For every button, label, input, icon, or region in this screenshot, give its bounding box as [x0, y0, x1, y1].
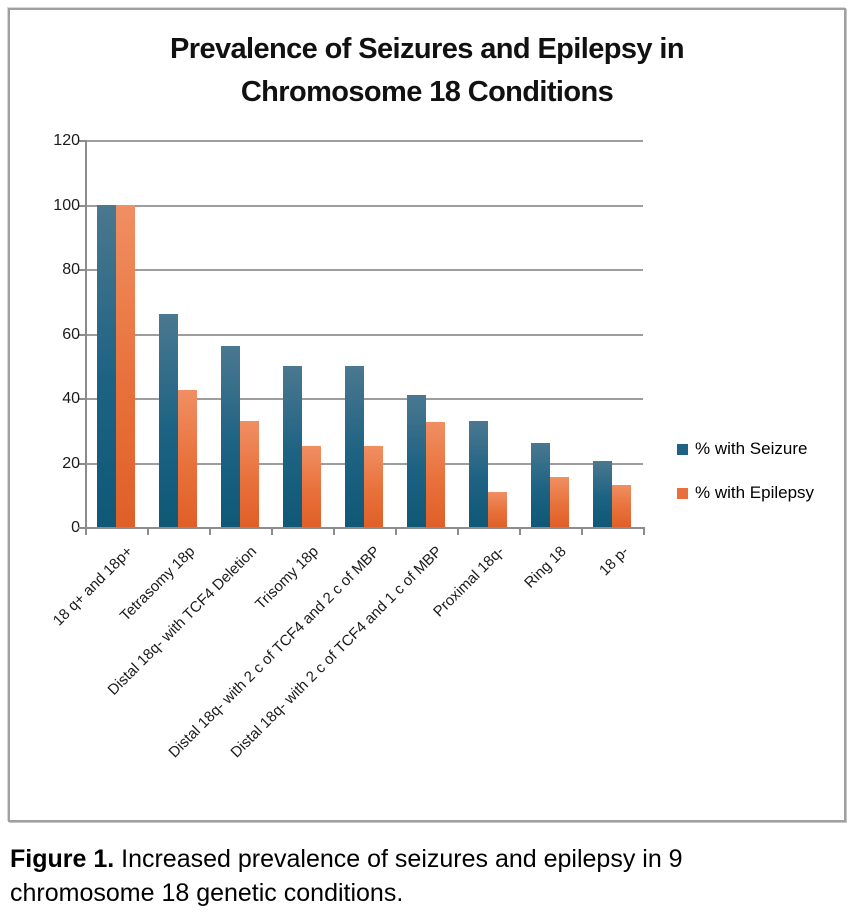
y-axis-label-40: 40: [62, 390, 80, 407]
y-axis-label-120: 120: [53, 132, 80, 149]
bar-seizure-6: [469, 420, 488, 527]
gridline-40: [85, 398, 643, 400]
gridline-120: [85, 140, 643, 142]
bar-epilepsy-6: [488, 491, 507, 527]
gridline-100: [85, 204, 643, 207]
chart-title-line1: Prevalence of Seizures and Epilepsy in: [170, 33, 685, 65]
x-axis-line: [78, 527, 645, 529]
seizure-swatch-icon: [677, 443, 688, 455]
epilepsy-swatch-icon: [677, 487, 688, 499]
gridline-80: [85, 269, 643, 271]
legend-label-seizure: % with Seizure: [695, 439, 808, 458]
y-axis-label-20: 20: [62, 454, 80, 472]
x-axis-label-8: 18 p-: [595, 543, 633, 580]
x-tick-1: [147, 527, 149, 535]
x-tick-4: [333, 527, 335, 535]
x-tick-5: [395, 527, 397, 535]
y-axis-label-80: 80: [62, 261, 80, 278]
x-axis-label-4: Distal 18q- with 2 c of TCF4 and 2 c of …: [165, 543, 385, 762]
bar-epilepsy-3: [302, 446, 321, 527]
bar-seizure-5: [407, 394, 426, 527]
gridline-60: [85, 333, 643, 336]
bar-epilepsy-0: [116, 204, 135, 527]
bar-seizure-0: [97, 204, 116, 527]
y-tick-60: [78, 333, 85, 336]
bar-seizure-7: [531, 443, 550, 527]
chart-title-line2: Chromosome 18 Conditions: [240, 76, 614, 108]
x-tick-6: [457, 527, 459, 535]
figure-caption-text: Increased prevalence of seizures and epi…: [10, 845, 683, 907]
figure-frame: Prevalence of Seizures and Epilepsy in C…: [8, 8, 846, 822]
legend-item-seizure: % with Seizure: [677, 440, 814, 458]
figure-caption-number: Figure 1.: [10, 845, 115, 873]
bar-seizure-1: [159, 314, 178, 527]
bar-seizure-8: [593, 460, 612, 527]
plot-area: 0 20 40 60 80 100 120 18 q+ and 18p+ Tetrasomy 1…: [10, 10, 844, 820]
y-tick-20: [78, 462, 85, 465]
y-tick-80: [78, 269, 85, 271]
y-tick-100: [78, 204, 85, 207]
x-tick-8: [581, 527, 583, 535]
x-tick-0: [85, 527, 87, 535]
x-tick-7: [519, 527, 521, 535]
y-tick-120: [78, 140, 85, 142]
bar-epilepsy-8: [612, 485, 631, 527]
bar-epilepsy-4: [364, 446, 383, 527]
y-axis-label-0: 0: [71, 519, 80, 536]
bar-seizure-3: [283, 365, 302, 527]
y-axis-label-100: 100: [53, 196, 80, 214]
legend-item-epilepsy: % with Epilepsy: [677, 484, 814, 502]
x-tick-9: [643, 527, 645, 535]
bar-epilepsy-1: [178, 389, 197, 527]
x-axis-label-7: Ring 18: [521, 543, 571, 592]
bar-seizure-4: [345, 365, 364, 527]
legend: % with Seizure % with Epilepsy: [677, 440, 814, 502]
y-tick-40: [78, 398, 85, 400]
bar-epilepsy-5: [426, 422, 445, 527]
chart-title: Prevalence of Seizures and Epilepsy in C…: [10, 28, 844, 114]
x-tick-2: [209, 527, 211, 535]
figure-caption: Figure 1. Increased prevalence of seizur…: [10, 842, 810, 910]
bar-seizure-2: [221, 346, 240, 527]
legend-label-epilepsy: % with Epilepsy: [695, 483, 815, 502]
x-tick-3: [271, 527, 273, 535]
y-axis-line: [85, 140, 87, 535]
bar-epilepsy-2: [240, 420, 259, 527]
bar-epilepsy-7: [550, 477, 569, 527]
y-axis-label-60: 60: [62, 325, 80, 343]
